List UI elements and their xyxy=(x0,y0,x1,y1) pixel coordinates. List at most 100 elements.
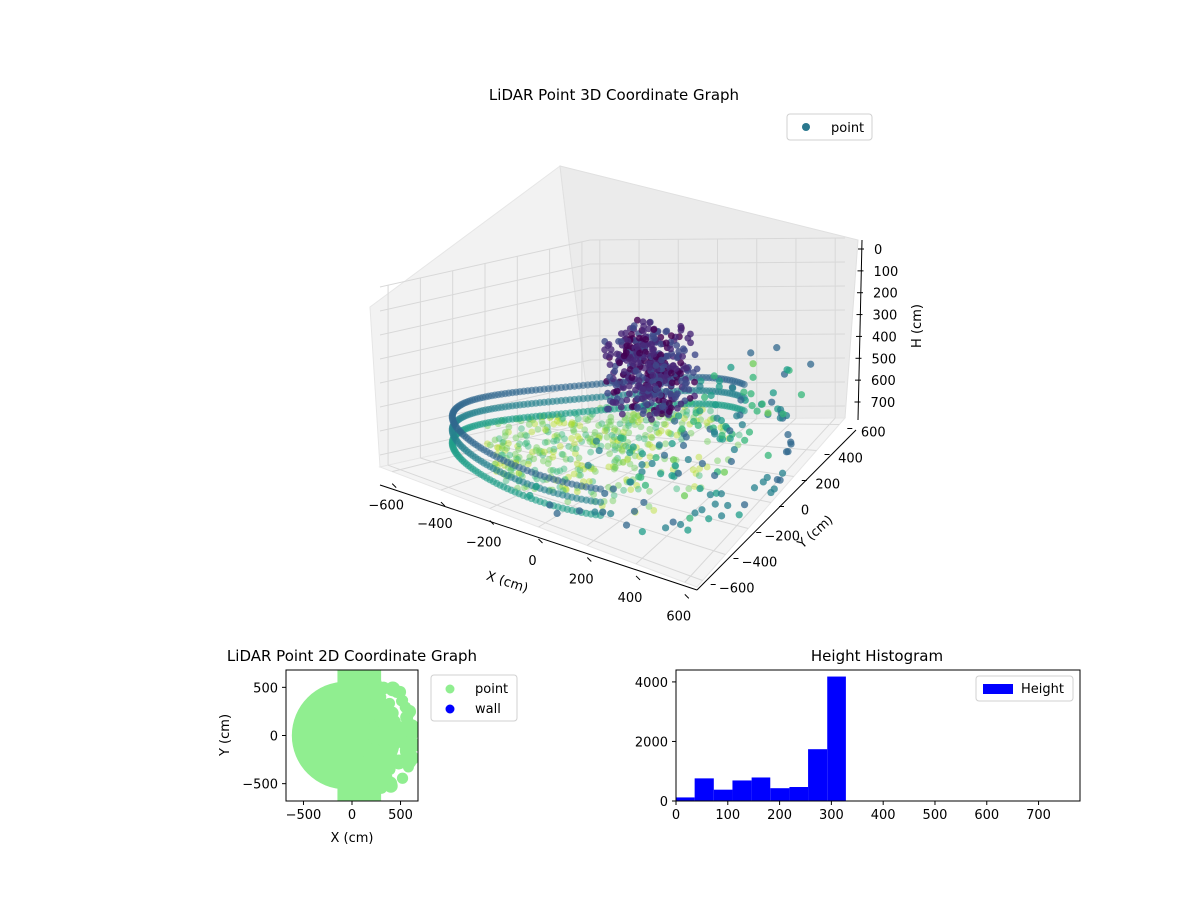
ring-point xyxy=(532,482,540,490)
cluster-point xyxy=(638,395,646,403)
grid-floor-y xyxy=(581,421,840,425)
floor-point xyxy=(608,431,616,439)
floor-point xyxy=(637,415,645,423)
cluster-point xyxy=(673,341,681,349)
histogram-bar xyxy=(732,780,752,801)
cluster-point xyxy=(630,322,638,330)
y-tick-label: −500 xyxy=(242,778,278,793)
floor-point xyxy=(498,444,506,452)
cluster-point xyxy=(667,345,675,353)
floor-point xyxy=(550,437,558,445)
floor-point xyxy=(626,460,634,468)
cluster-point xyxy=(680,385,688,393)
floor-point xyxy=(624,411,632,419)
floor-point xyxy=(556,467,564,475)
cluster-point xyxy=(648,340,656,348)
floor-point xyxy=(681,415,688,422)
floor-point xyxy=(553,468,561,475)
legend-hist: Height xyxy=(975,675,1074,702)
ring-point xyxy=(684,526,692,534)
floor-point xyxy=(655,429,663,437)
floor-point xyxy=(528,428,536,436)
histogram-bar xyxy=(827,676,846,801)
cluster-point xyxy=(606,361,614,369)
floor-point xyxy=(564,498,572,506)
floor-point xyxy=(575,454,583,462)
cluster-point xyxy=(634,382,642,390)
floor-point xyxy=(483,440,491,448)
y-tick-label: 400 xyxy=(838,452,863,467)
cluster-point xyxy=(657,340,665,348)
cluster-point xyxy=(606,373,614,381)
histogram-bar xyxy=(770,788,790,801)
z-tick-label: 500 xyxy=(872,352,897,367)
floor-point xyxy=(522,440,529,448)
floor-point xyxy=(611,446,619,454)
floor-point xyxy=(596,432,604,440)
floor-point xyxy=(578,438,586,445)
floor-point xyxy=(652,424,660,431)
floor-point xyxy=(505,428,512,436)
floor-point xyxy=(534,425,542,433)
z-tick-label: 100 xyxy=(874,265,899,280)
cluster-point xyxy=(635,377,643,385)
x-tick-label: −400 xyxy=(417,517,453,532)
floor-point xyxy=(646,441,653,449)
floor-point xyxy=(614,454,621,462)
scatter-point xyxy=(657,470,665,478)
cluster-point xyxy=(667,369,675,377)
floor-point xyxy=(577,471,584,479)
floor-point xyxy=(570,470,578,478)
scatter-point xyxy=(718,431,726,440)
floor-point xyxy=(530,455,538,463)
cluster-point xyxy=(613,350,621,358)
floor-point xyxy=(571,420,579,427)
cluster-point xyxy=(618,410,626,418)
cluster-point xyxy=(629,357,637,364)
ring-point xyxy=(553,509,561,517)
cluster-point xyxy=(656,391,664,399)
floor-point xyxy=(574,433,582,440)
cluster-point xyxy=(658,403,666,411)
floor-point xyxy=(570,428,578,436)
y-tick-label: −200 xyxy=(764,530,800,545)
floor-point xyxy=(622,424,629,432)
histogram-bar xyxy=(789,787,809,801)
scatter-2d-point xyxy=(373,762,386,775)
scatter-2d-point xyxy=(399,743,416,760)
scatter-2d-point xyxy=(396,695,407,707)
floor-point xyxy=(539,451,547,459)
floor-point xyxy=(598,420,606,428)
x-tick xyxy=(684,594,690,599)
grid-floor-x xyxy=(684,417,836,583)
floor-point xyxy=(637,423,645,431)
floor-point xyxy=(544,428,552,436)
floor-point xyxy=(610,433,618,441)
scatter-point xyxy=(592,437,600,445)
floor-point xyxy=(591,468,599,475)
floor-point xyxy=(559,451,567,459)
cluster-point xyxy=(619,379,627,386)
floor-point xyxy=(683,407,691,415)
floor-point xyxy=(610,492,618,499)
x-tick-label: 100 xyxy=(715,808,740,823)
floor-point xyxy=(567,455,574,463)
histogram: Height Histogram 0 100 200 300 400 500 600 7000… xyxy=(635,647,1081,823)
floor-point xyxy=(631,452,639,460)
floor-point xyxy=(624,456,631,463)
y-tick-label: 600 xyxy=(861,426,886,441)
scatter-2d-point xyxy=(360,700,375,716)
cluster-point xyxy=(620,352,628,360)
floor-point xyxy=(574,415,582,423)
cluster-point xyxy=(611,367,619,375)
floor-point xyxy=(657,427,665,435)
floor-point xyxy=(493,444,501,451)
cluster-point xyxy=(668,379,676,387)
floor-point xyxy=(495,444,503,452)
grid-back-h xyxy=(589,261,846,265)
floor-point xyxy=(567,421,575,428)
floor-point xyxy=(541,448,548,456)
scatter-point xyxy=(638,468,646,476)
floor-point xyxy=(571,440,578,448)
floor-point xyxy=(707,416,714,424)
